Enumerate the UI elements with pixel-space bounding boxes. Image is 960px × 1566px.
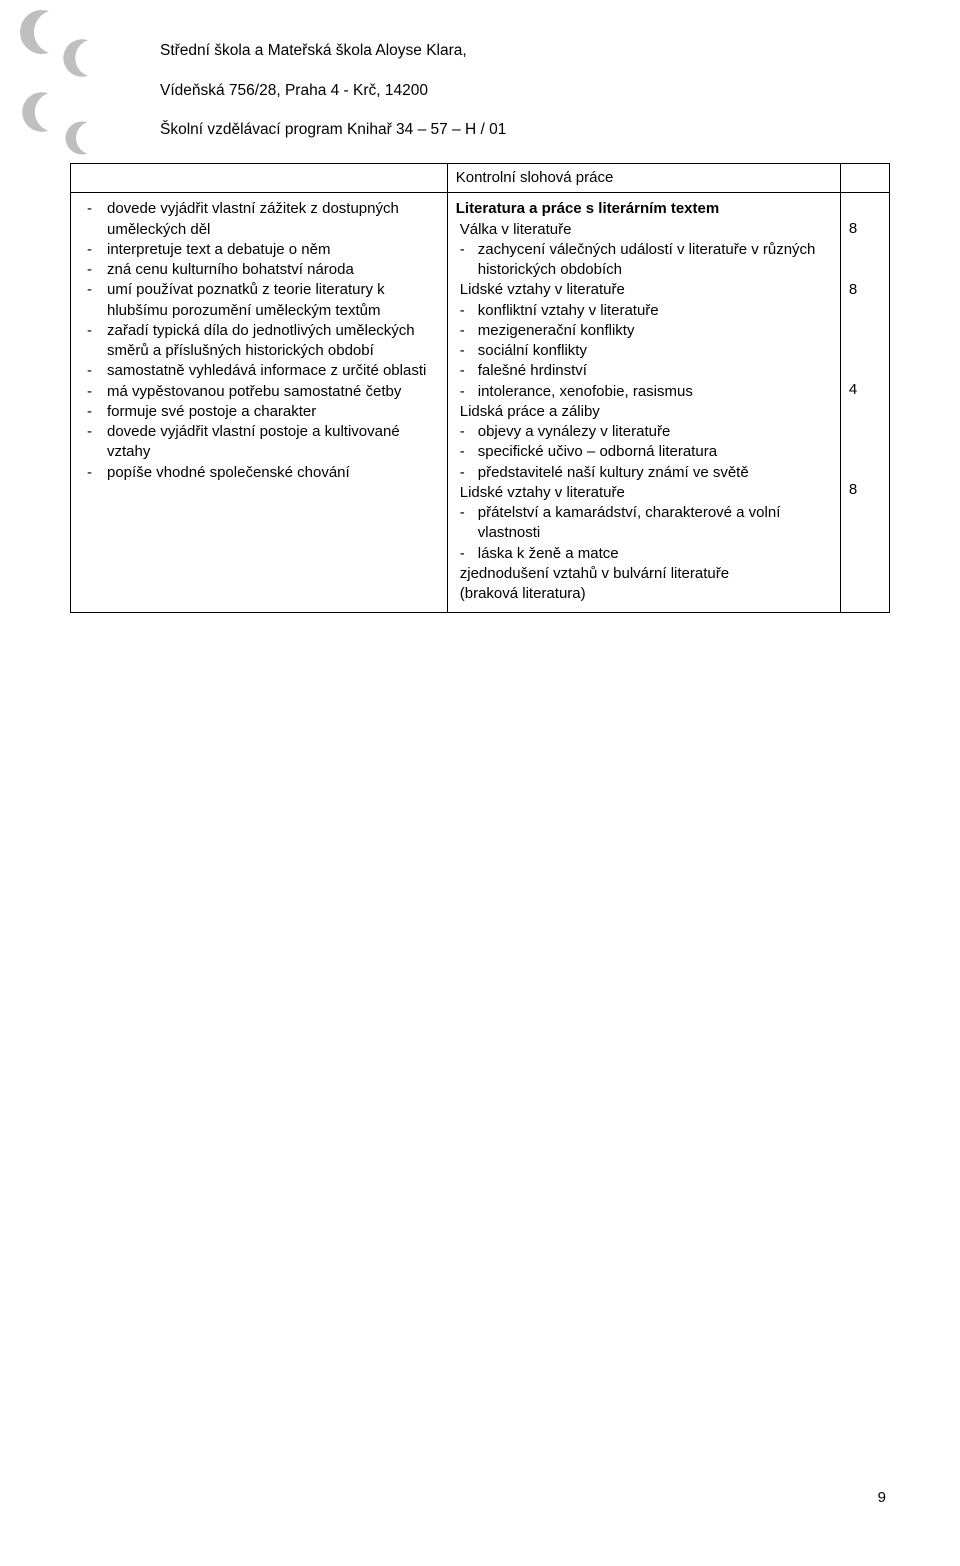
program-name: Školní vzdělávací program Knihař 34 – 57… — [160, 119, 890, 141]
list-item: přátelství a kamarádství, charakterové a… — [456, 503, 832, 544]
hours-value: 4 — [849, 380, 881, 400]
list-item: intolerance, xenofobie, rasismus — [456, 382, 832, 402]
list-item: představitelé naší kultury známí ve svět… — [456, 463, 832, 483]
list-item: samostatně vyhledává informace z určité … — [79, 361, 439, 381]
subsection-heading: Lidská práce a záliby — [456, 402, 832, 422]
list-item: popíše vhodné společenské chování — [79, 463, 439, 483]
hours-value: 8 — [849, 219, 881, 239]
list-item: sociální konflikty — [456, 341, 832, 361]
list-item: interpretuje text a debatuje o něm — [79, 240, 439, 260]
cell-empty-right — [840, 164, 889, 193]
logo-crescents — [20, 10, 104, 166]
subsection-heading: Válka v literatuře — [456, 220, 832, 240]
list-item: specifické učivo – odborná literatura — [456, 442, 832, 462]
school-name: Střední škola a Mateřská škola Aloyse Kl… — [160, 40, 890, 62]
list-item: láska k ženě a matce — [456, 544, 832, 564]
subsection-list: zachycení válečných událostí v literatuř… — [456, 240, 832, 281]
list-item: objevy a vynálezy v literatuře — [456, 422, 832, 442]
hours-value: 8 — [849, 480, 881, 500]
cell-hours: 8 8 4 8 — [840, 193, 889, 613]
list-item: mezigenerační konflikty — [456, 321, 832, 341]
list-item: konfliktní vztahy v literatuře — [456, 301, 832, 321]
list-item: falešné hrdinství — [456, 361, 832, 381]
subsection-heading: Lidské vztahy v literatuře — [456, 280, 832, 300]
document-header: Střední škola a Mateřská škola Aloyse Kl… — [160, 40, 890, 141]
row1-mid-text: Kontrolní slohová práce — [456, 169, 614, 186]
outcomes-list: dovede vyjádřit vlastní zážitek z dostup… — [79, 199, 439, 483]
list-item: zařadí typická díla do jednotlivých uměl… — [79, 321, 439, 362]
cell-empty-left — [71, 164, 448, 193]
list-item: umí používat poznatků z teorie literatur… — [79, 280, 439, 321]
tail-text-1: zjednodušení vztahů v bulvární literatuř… — [456, 564, 832, 584]
subsection-list: objevy a vynálezy v literatuře specifick… — [456, 422, 832, 483]
list-item: dovede vyjádřit vlastní zážitek z dostup… — [79, 199, 439, 240]
table-row: Kontrolní slohová práce — [71, 164, 890, 193]
list-item: má vypěstovanou potřebu samostatné četby — [79, 382, 439, 402]
cell-content: Literatura a práce s literárním textem V… — [447, 193, 840, 613]
subsection-heading: Lidské vztahy v literatuře — [456, 483, 832, 503]
cell-control-work: Kontrolní slohová práce — [447, 164, 840, 193]
subsection-list: konfliktní vztahy v literatuře mezigener… — [456, 301, 832, 402]
list-item: zná cenu kulturního bohatství národa — [79, 260, 439, 280]
hours-value: 8 — [849, 280, 881, 300]
list-item: dovede vyjádřit vlastní postoje a kultiv… — [79, 422, 439, 463]
page-number: 9 — [878, 1489, 886, 1506]
school-address: Vídeňská 756/28, Praha 4 - Krč, 14200 — [160, 80, 890, 102]
list-item: zachycení válečných událostí v literatuř… — [456, 240, 832, 281]
tail-text-2: (braková literatura) — [456, 584, 832, 604]
content-main-title: Literatura a práce s literárním textem — [456, 199, 832, 219]
curriculum-table: Kontrolní slohová práce dovede vyjádřit … — [70, 163, 890, 613]
cell-outcomes: dovede vyjádřit vlastní zážitek z dostup… — [71, 193, 448, 613]
subsection-list: přátelství a kamarádství, charakterové a… — [456, 503, 832, 564]
list-item: formuje své postoje a charakter — [79, 402, 439, 422]
table-row: dovede vyjádřit vlastní zážitek z dostup… — [71, 193, 890, 613]
